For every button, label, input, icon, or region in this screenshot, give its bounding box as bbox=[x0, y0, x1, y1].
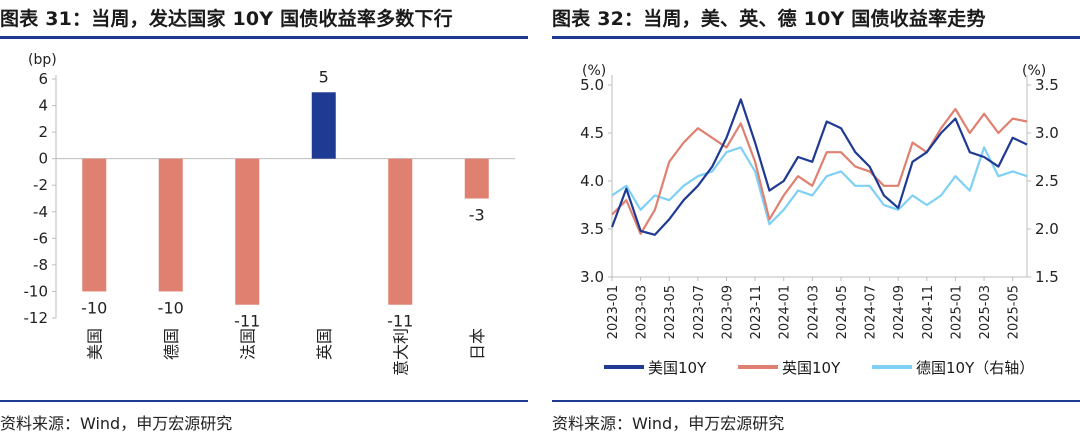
data-label: -10 bbox=[81, 298, 107, 317]
category-label: 英国 bbox=[315, 328, 334, 360]
y-tick-label-left: 3.5 bbox=[580, 220, 604, 238]
data-label: -3 bbox=[469, 206, 485, 225]
y-axis-label-left: (%) bbox=[582, 63, 606, 79]
category-label: 德国 bbox=[162, 328, 181, 360]
data-label: 5 bbox=[319, 67, 329, 86]
legend-label: 英国10Y bbox=[782, 358, 841, 377]
bar bbox=[464, 158, 489, 199]
y-tick-label: 2 bbox=[38, 123, 48, 141]
y-tick-label: 4 bbox=[38, 97, 48, 115]
x-tick-label: 2024-01 bbox=[778, 285, 793, 339]
x-tick-label: 2024-03 bbox=[806, 285, 821, 339]
y-tick-label: -8 bbox=[33, 256, 48, 274]
x-tick-label: 2023-11 bbox=[749, 285, 764, 339]
x-tick-label: 2025-01 bbox=[949, 285, 964, 339]
data-label: -10 bbox=[158, 298, 184, 317]
title-rule bbox=[552, 36, 1080, 39]
chart-title: 图表 31：当周，发达国家 10Y 国债收益率多数下行 bbox=[0, 8, 453, 30]
legend-label: 美国10Y bbox=[648, 358, 707, 377]
x-tick-label: 2024-07 bbox=[864, 285, 879, 339]
line-chart: (%) (%) 3.0 3.5 4.0 4.5 5.0 1.5 2.0 2.5 3.0 3.5 2023… bbox=[580, 63, 1059, 339]
legend-item: 德国10Y（右轴） bbox=[872, 356, 1034, 378]
x-tick-label: 2023-07 bbox=[692, 285, 707, 339]
category-label: 意大利 bbox=[391, 328, 410, 376]
y-tick-label: -12 bbox=[24, 309, 49, 327]
source-note: 资料来源：Wind，申万宏源研究 bbox=[0, 414, 233, 433]
y-tick-label-right: 1.5 bbox=[1035, 268, 1059, 286]
panel-left: 图表 31：当周，发达国家 10Y 国债收益率多数下行 (bp) -12 -10 -8… bbox=[0, 0, 528, 444]
y-tick-label-left: 4.5 bbox=[580, 124, 604, 142]
category-label: 美国 bbox=[85, 328, 104, 360]
legend-swatch bbox=[604, 365, 644, 369]
legend-swatch bbox=[738, 365, 778, 369]
bar bbox=[82, 158, 107, 292]
x-tick-label: 2025-03 bbox=[978, 285, 993, 339]
bar bbox=[235, 158, 260, 305]
x-tick-label: 2025-05 bbox=[1007, 285, 1022, 339]
data-label: -11 bbox=[234, 312, 260, 331]
x-tick-label: 2023-05 bbox=[663, 285, 678, 339]
data-label: -11 bbox=[387, 312, 413, 331]
legend-item: 英国10Y bbox=[738, 356, 840, 378]
source-note: 资料来源：Wind，申万宏源研究 bbox=[552, 414, 785, 433]
series-line bbox=[611, 146, 1028, 226]
bar bbox=[311, 92, 336, 159]
y-tick-label: 0 bbox=[38, 150, 48, 168]
y-tick-label-right: 3.0 bbox=[1035, 124, 1059, 142]
y-tick-label: -10 bbox=[24, 282, 49, 300]
series-line bbox=[611, 107, 1028, 235]
y-tick-label-right: 2.0 bbox=[1035, 220, 1059, 238]
x-tick-label: 2023-09 bbox=[720, 285, 735, 339]
source-rule bbox=[0, 400, 528, 402]
y-axis-label-right: (%) bbox=[1022, 63, 1046, 79]
x-tick-label: 2023-01 bbox=[606, 285, 621, 339]
chart-title: 图表 32：当周，美、英、德 10Y 国债收益率走势 bbox=[552, 8, 986, 30]
y-tick-label: -4 bbox=[33, 203, 48, 221]
bar bbox=[158, 158, 183, 292]
legend-item: 美国10Y bbox=[604, 356, 706, 378]
bar-chart: (bp)-12-10-8-6-4-20246-10美国-10德国-11法国5英国… bbox=[24, 52, 515, 376]
bar bbox=[388, 158, 413, 305]
y-axis-label: (bp) bbox=[28, 52, 57, 68]
panel-right: 图表 32：当周，美、英、德 10Y 国债收益率走势 (%) (%) 3.0 3.5 4… bbox=[552, 0, 1080, 444]
y-tick-label: 6 bbox=[38, 70, 48, 88]
y-tick-label-left: 3.0 bbox=[580, 268, 604, 286]
y-tick-label-left: 5.0 bbox=[580, 76, 604, 94]
y-tick-label-right: 2.5 bbox=[1035, 172, 1059, 190]
category-label: 日本 bbox=[468, 328, 487, 360]
x-tick-label: 2024-05 bbox=[835, 285, 850, 339]
series-line bbox=[610, 98, 1028, 236]
category-label: 法国 bbox=[238, 328, 257, 360]
y-tick-label-left: 4.0 bbox=[580, 172, 604, 190]
x-tick-label: 2024-09 bbox=[892, 285, 907, 339]
legend-swatch bbox=[872, 365, 912, 369]
x-tick-label: 2023-03 bbox=[635, 285, 650, 339]
title-rule bbox=[0, 36, 528, 39]
y-tick-label-right: 3.5 bbox=[1035, 76, 1059, 94]
y-tick-label: -2 bbox=[33, 176, 48, 194]
source-rule bbox=[552, 400, 1080, 402]
x-tick-label: 2024-11 bbox=[921, 285, 936, 339]
y-tick-label: -6 bbox=[33, 229, 48, 247]
legend-label: 德国10Y（右轴） bbox=[916, 358, 1035, 377]
